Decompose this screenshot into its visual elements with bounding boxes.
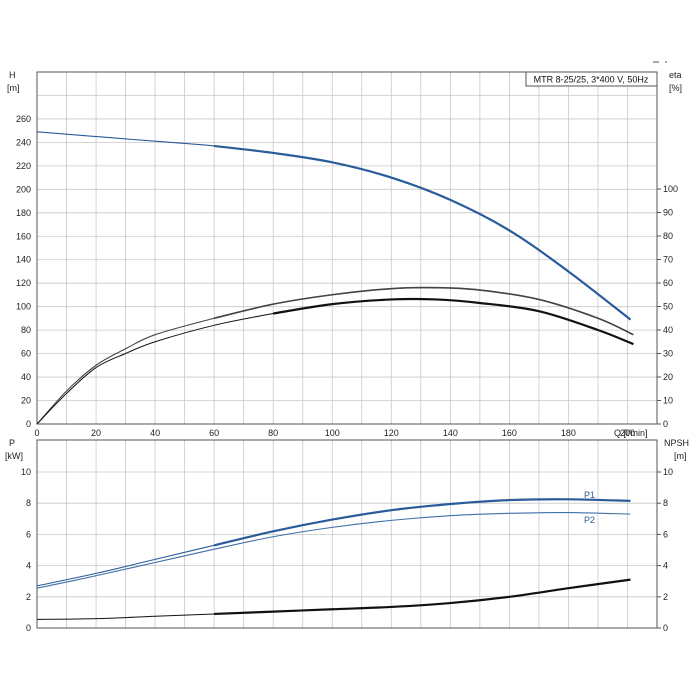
npsh-tick-label: 6 <box>663 529 668 539</box>
eta-curve-lower-operating <box>273 297 634 346</box>
head-curve-operating <box>214 144 632 321</box>
npsh-tick-label: 2 <box>663 592 668 602</box>
top-curves <box>36 131 634 425</box>
y-left-tick-label: 200 <box>16 184 31 194</box>
y-right-tick-label: 80 <box>663 231 673 241</box>
y-right-tick-label: 50 <box>663 302 673 312</box>
p2-series-label: P2 <box>584 515 595 525</box>
y-right-tick-label: 20 <box>663 372 673 382</box>
bottom-right-axis-unit: [m] <box>674 451 687 461</box>
x-tick-label: 60 <box>209 428 219 438</box>
p-tick-label: 6 <box>26 529 31 539</box>
y-left-tick-label: 80 <box>21 325 31 335</box>
top-right-axis-name: eta <box>669 70 682 80</box>
y-left-tick-label: 220 <box>16 161 31 171</box>
p-tick-label: 8 <box>26 498 31 508</box>
x-tick-label: 200 <box>620 428 635 438</box>
top-y-right-ticks: 0 10 20 30 40 50 60 70 80 90 100 <box>657 184 678 429</box>
npsh-tick-label: 10 <box>663 467 673 477</box>
title-box <box>525 71 658 87</box>
y-right-tick-label: 100 <box>663 184 678 194</box>
npsh-tick-label: 8 <box>663 498 668 508</box>
p-tick-label: 10 <box>21 467 31 477</box>
y-left-tick-label: 180 <box>16 208 31 218</box>
top-x-ticks: 0 20 40 60 80 100 120 140 160 180 200 <box>34 428 634 438</box>
bottom-left-axis-name: P <box>9 438 15 448</box>
x-tick-label: 40 <box>150 428 160 438</box>
x-tick-label: 80 <box>268 428 278 438</box>
y-right-tick-label: 0 <box>663 419 668 429</box>
p-tick-label: 4 <box>26 561 31 571</box>
eta-curve-upper <box>36 287 634 425</box>
y-right-tick-label: 40 <box>663 325 673 335</box>
y-right-tick-label: 70 <box>663 255 673 265</box>
p-tick-label: 2 <box>26 592 31 602</box>
bottom-panel: 0 2 4 6 8 10 0 2 4 6 8 10 P [kW] NPSH [m] P1 P2 <box>5 438 689 633</box>
top-left-axis-name: H <box>9 70 16 80</box>
y-left-tick-label: 60 <box>21 349 31 359</box>
y-left-tick-label: 240 <box>16 137 31 147</box>
bottom-grid <box>37 440 657 628</box>
x-tick-label: 180 <box>561 428 576 438</box>
p1-series-label: P1 <box>584 490 595 500</box>
y-left-tick-label: 160 <box>16 231 31 241</box>
y-left-tick-label: 140 <box>16 255 31 265</box>
eta-curve-upper-operating <box>213 286 634 336</box>
bottom-y-left-ticks: 0 2 4 6 8 10 <box>21 467 31 633</box>
y-right-tick-label: 90 <box>663 208 673 218</box>
top-grid <box>37 72 657 424</box>
head-curve <box>36 131 631 321</box>
p1-curve-operating <box>213 498 631 547</box>
npsh-tick-label: 0 <box>663 623 668 633</box>
x-tick-label: 120 <box>384 428 399 438</box>
top-right-axis-unit: [%] <box>669 83 682 93</box>
p2-curve <box>36 511 631 589</box>
x-tick-label: 160 <box>502 428 517 438</box>
p-tick-label: 0 <box>26 623 31 633</box>
x-tick-label: 140 <box>443 428 458 438</box>
top-left-axis-unit: [m] <box>7 83 20 93</box>
npsh-curve-operating <box>214 578 631 616</box>
bottom-y-right-ticks: 0 2 4 6 8 10 <box>657 467 673 633</box>
y-right-tick-label: 60 <box>663 278 673 288</box>
x-axis-label: Q [l/min] <box>614 428 648 438</box>
x-tick-label: 100 <box>325 428 340 438</box>
top-plot-frame <box>36 71 658 425</box>
eta-curve-lower <box>36 298 634 425</box>
y-left-tick-label: 0 <box>26 419 31 429</box>
x-tick-label: 0 <box>34 428 39 438</box>
x-tick-label: 20 <box>91 428 101 438</box>
y-right-tick-label: 10 <box>663 396 673 406</box>
top-y-left-ticks: 0 20 40 60 80 100 120 140 160 180 200 220 240 260 <box>16 114 31 429</box>
y-left-tick-label: 20 <box>21 396 31 406</box>
y-left-tick-label: 40 <box>21 372 31 382</box>
bottom-curves <box>36 498 631 620</box>
bottom-right-axis-name: NPSH <box>664 438 689 448</box>
npsh-curve <box>36 579 631 620</box>
npsh-tick-label: 4 <box>663 561 668 571</box>
y-right-tick-label: 30 <box>663 349 673 359</box>
y-left-tick-label: 260 <box>16 114 31 124</box>
y-left-tick-label: 100 <box>16 302 31 312</box>
bottom-left-axis-unit: [kW] <box>5 451 23 461</box>
y-left-tick-label: 120 <box>16 278 31 288</box>
top-panel: 0 20 40 60 80 100 120 140 160 180 200 020406080100… <box>7 70 682 438</box>
chart-title: MTR 8-25/25, 3*400 V, 50Hz <box>534 75 649 85</box>
